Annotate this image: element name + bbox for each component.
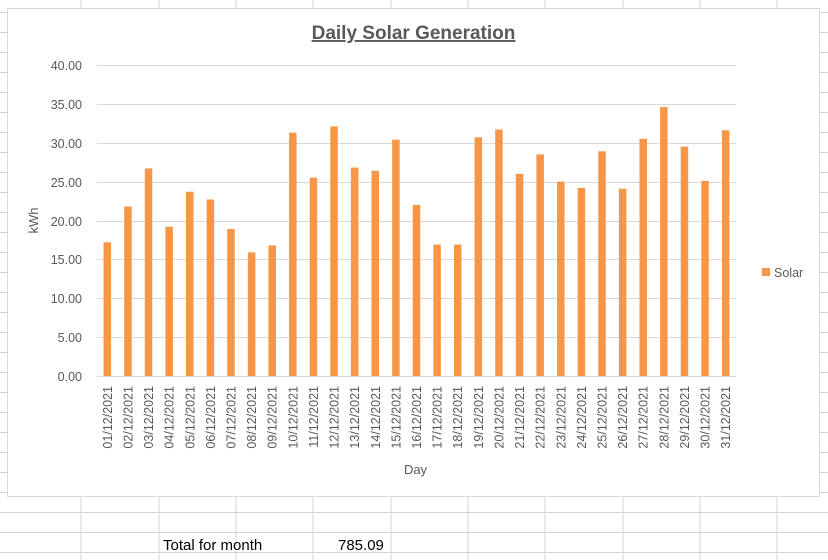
- x-tick-label: 07/12/2021: [224, 386, 238, 449]
- x-tick-label: 24/12/2021: [575, 386, 589, 449]
- bar-15-12-2021: [392, 139, 400, 376]
- x-tick-label: 10/12/2021: [286, 386, 300, 449]
- bar-20-12-2021: [495, 129, 503, 376]
- y-tick-label: 5.00: [58, 331, 82, 345]
- bar-23-12-2021: [557, 181, 565, 376]
- x-tick-label: 14/12/2021: [369, 386, 383, 449]
- bar-31-12-2021: [721, 130, 730, 376]
- x-tick-label: 16/12/2021: [410, 386, 424, 449]
- y-tick-label: 15.00: [51, 253, 82, 267]
- x-tick-label: 30/12/2021: [699, 386, 713, 449]
- bar-29-12-2021: [680, 146, 689, 376]
- x-tick-label: 13/12/2021: [348, 386, 362, 449]
- x-tick-label: 20/12/2021: [492, 386, 506, 449]
- bar-14-12-2021: [371, 170, 380, 376]
- x-tick-label: 21/12/2021: [513, 386, 527, 449]
- chart-area[interactable]: Daily Solar Generation 0.00 5.00 10.00 15.00…: [7, 8, 820, 497]
- bar-01-12-2021: [103, 242, 112, 376]
- legend-swatch: [762, 268, 770, 276]
- bar-13-12-2021: [350, 167, 359, 376]
- x-tick-label: 08/12/2021: [245, 386, 259, 449]
- y-axis-label: kWh: [26, 208, 41, 234]
- x-tick-label: 23/12/2021: [554, 386, 568, 449]
- bar-09-12-2021: [268, 245, 276, 376]
- y-tick-label: 10.00: [51, 292, 82, 306]
- bar-06-12-2021: [206, 199, 215, 376]
- x-tick-label: 19/12/2021: [472, 386, 486, 449]
- x-tick-label: 12/12/2021: [328, 386, 342, 449]
- x-tick-label: 11/12/2021: [307, 386, 321, 448]
- bar-17-12-2021: [433, 244, 441, 376]
- bar-25-12-2021: [598, 151, 606, 376]
- x-tick-label: 04/12/2021: [163, 386, 177, 449]
- bar-24-12-2021: [577, 187, 586, 376]
- x-tick-label: 17/12/2021: [431, 386, 445, 449]
- x-tick-label: 26/12/2021: [616, 386, 630, 449]
- bar-16-12-2021: [412, 204, 421, 376]
- total-value-cell[interactable]: 785.09: [338, 537, 384, 554]
- y-tick-label: 0.00: [58, 370, 82, 384]
- bar-30-12-2021: [701, 180, 709, 376]
- x-tick-label: 06/12/2021: [204, 386, 218, 449]
- x-tick-label: 22/12/2021: [534, 386, 548, 449]
- chart-title: Daily Solar Generation: [312, 23, 516, 44]
- x-tick-label: 25/12/2021: [596, 386, 610, 449]
- legend-label: Solar: [774, 266, 803, 280]
- x-tick-label: 31/12/2021: [719, 386, 733, 449]
- x-tick-label: 15/12/2021: [389, 386, 403, 449]
- x-tick-label: 18/12/2021: [451, 386, 465, 449]
- x-tick-label: 01/12/2021: [101, 386, 115, 449]
- x-axis-label: Day: [404, 462, 428, 477]
- x-tick-label: 02/12/2021: [121, 386, 135, 449]
- x-tick-label: 03/12/2021: [142, 386, 156, 449]
- bar-21-12-2021: [515, 173, 524, 376]
- y-tick-label: 20.00: [51, 215, 82, 229]
- bar-07-12-2021: [227, 229, 235, 376]
- y-tick-label: 25.00: [51, 176, 82, 190]
- bar-12-12-2021: [330, 126, 338, 376]
- x-tick-label: 28/12/2021: [657, 386, 671, 449]
- bar-18-12-2021: [453, 244, 462, 376]
- y-tick-label: 35.00: [51, 98, 82, 112]
- x-tick-label: 27/12/2021: [637, 386, 651, 449]
- bar-11-12-2021: [309, 177, 318, 376]
- x-tick-label: 09/12/2021: [266, 386, 280, 449]
- bar-28-12-2021: [660, 106, 668, 377]
- total-label-cell[interactable]: Total for month: [163, 537, 263, 554]
- y-tick-label: 40.00: [51, 59, 82, 73]
- bar-19-12-2021: [474, 137, 483, 376]
- bar-22-12-2021: [536, 154, 544, 376]
- bar-chart: Daily Solar Generation 0.00 5.00 10.00 15.00…: [26, 23, 803, 477]
- y-tick-label: 30.00: [51, 137, 82, 151]
- x-tick-label: 05/12/2021: [183, 386, 197, 449]
- bar-10-12-2021: [289, 132, 297, 376]
- bar-03-12-2021: [144, 168, 153, 376]
- bar-26-12-2021: [618, 188, 627, 376]
- bar-02-12-2021: [124, 206, 132, 376]
- bar-08-12-2021: [247, 252, 256, 376]
- bar-27-12-2021: [639, 138, 647, 376]
- bar-04-12-2021: [165, 226, 173, 376]
- x-tick-label: 29/12/2021: [678, 386, 692, 449]
- bar-05-12-2021: [186, 191, 194, 376]
